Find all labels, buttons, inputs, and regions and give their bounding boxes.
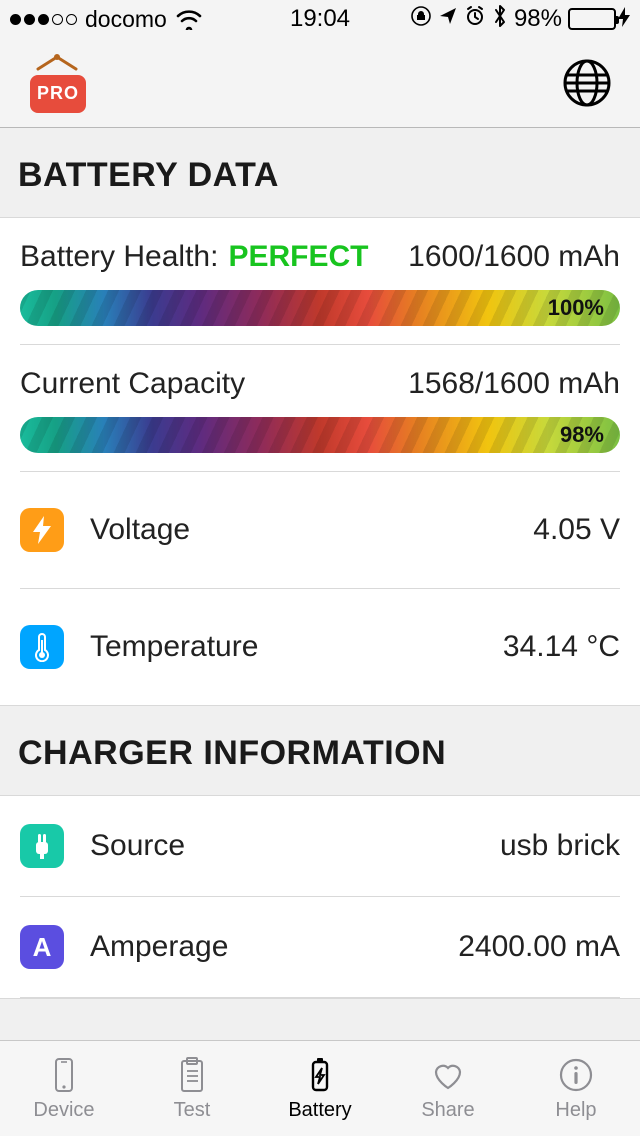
- orientation-lock-icon: [410, 5, 432, 34]
- tab-device[interactable]: Device: [0, 1041, 128, 1136]
- battery-health-bar-pct: 100%: [548, 295, 604, 321]
- thermometer-icon: [20, 625, 64, 669]
- source-label: Source: [90, 829, 185, 863]
- clipboard-icon: [172, 1055, 212, 1095]
- location-icon: [438, 5, 458, 33]
- device-icon: [44, 1055, 84, 1095]
- current-capacity-bar: 98%: [20, 417, 620, 453]
- lightning-icon: [20, 508, 64, 552]
- tab-test[interactable]: Test: [128, 1041, 256, 1136]
- battery-health-row: Battery Health: PERFECT 1600/1600 mAh: [0, 218, 640, 284]
- battery-tab-icon: [300, 1055, 340, 1095]
- app-nav-bar: PRO: [0, 38, 640, 128]
- amperage-row: A Amperage 2400.00 mA: [0, 897, 640, 997]
- tab-share[interactable]: Share: [384, 1041, 512, 1136]
- wifi-icon: [175, 8, 203, 30]
- section-header-battery-data: BATTERY DATA: [0, 128, 640, 217]
- tab-battery-label: Battery: [288, 1099, 351, 1122]
- battery-icon: [568, 7, 630, 32]
- globe-icon: [561, 57, 613, 109]
- amperage-letter-icon: A: [20, 925, 64, 969]
- amperage-value: 2400.00 mA: [458, 930, 620, 964]
- temperature-label: Temperature: [90, 630, 258, 664]
- status-bar: docomo 19:04 98%: [0, 0, 640, 38]
- tab-bar: Device Test Battery Share Help: [0, 1040, 640, 1136]
- voltage-label: Voltage: [90, 513, 190, 547]
- amperage-label: Amperage: [90, 930, 228, 964]
- carrier-label: docomo: [85, 6, 167, 33]
- temperature-value: 34.14 °C: [503, 630, 620, 664]
- tab-share-label: Share: [421, 1099, 474, 1122]
- tab-battery[interactable]: Battery: [256, 1041, 384, 1136]
- signal-strength-icon: [10, 14, 77, 25]
- alarm-icon: [464, 5, 486, 34]
- plug-icon: [20, 824, 64, 868]
- battery-health-label: Battery Health:: [20, 240, 218, 274]
- current-capacity-row: Current Capacity 1568/1600 mAh: [0, 345, 640, 411]
- battery-data-card: Battery Health: PERFECT 1600/1600 mAh 10…: [0, 217, 640, 706]
- globe-button[interactable]: [559, 55, 615, 111]
- tab-device-label: Device: [33, 1099, 94, 1122]
- tab-help[interactable]: Help: [512, 1041, 640, 1136]
- charging-bolt-icon: [618, 7, 630, 32]
- voltage-value: 4.05 V: [533, 513, 620, 547]
- charger-info-card: Source usb brick A Amperage 2400.00 mA: [0, 795, 640, 999]
- divider: [20, 997, 620, 998]
- bluetooth-icon: [492, 4, 508, 35]
- battery-percent-label: 98%: [514, 5, 562, 33]
- tab-help-label: Help: [555, 1099, 596, 1122]
- pro-sign-label: PRO: [30, 75, 86, 113]
- source-value: usb brick: [500, 829, 620, 863]
- heart-icon: [428, 1055, 468, 1095]
- hanger-icon: [32, 53, 82, 71]
- tab-test-label: Test: [174, 1099, 211, 1122]
- battery-health-bar: 100%: [20, 290, 620, 326]
- voltage-row: Voltage 4.05 V: [0, 472, 640, 588]
- temperature-row: Temperature 34.14 °C: [0, 589, 640, 705]
- info-icon: [556, 1055, 596, 1095]
- battery-health-value: 1600/1600 mAh: [408, 240, 620, 274]
- current-capacity-bar-pct: 98%: [560, 422, 604, 448]
- pro-badge[interactable]: PRO: [22, 53, 92, 113]
- battery-health-status: PERFECT: [228, 240, 368, 274]
- source-row: Source usb brick: [0, 796, 640, 896]
- current-capacity-label: Current Capacity: [20, 367, 245, 401]
- section-header-charger-info: CHARGER INFORMATION: [0, 706, 640, 795]
- current-capacity-value: 1568/1600 mAh: [408, 367, 620, 401]
